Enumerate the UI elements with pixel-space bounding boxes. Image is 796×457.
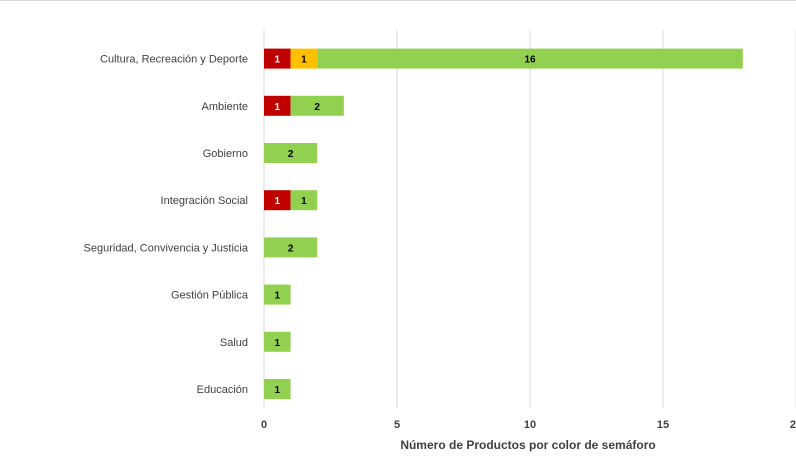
- bar-segment: [264, 190, 291, 211]
- bar-segment: [317, 48, 743, 69]
- data-label: 1: [275, 102, 281, 113]
- category-label: Gestión Pública: [171, 290, 249, 302]
- bar-segment: [290, 190, 318, 211]
- x-tick-label: 10: [524, 419, 536, 431]
- bar-segment: [264, 48, 291, 69]
- data-label: 1: [275, 338, 281, 349]
- data-label: 16: [524, 55, 536, 66]
- x-tick-label: 0: [261, 419, 267, 431]
- category-label: Ambiente: [202, 101, 248, 113]
- data-label: 2: [288, 243, 294, 254]
- bar-segment: [264, 331, 291, 352]
- gridlines: [263, 30, 796, 408]
- x-axis-title: Número de Productos por color de semáfor…: [400, 438, 655, 452]
- data-label: 1: [301, 196, 307, 207]
- data-label: 1: [275, 291, 281, 302]
- x-tick-label: 15: [657, 419, 669, 431]
- category-label: Cultura, Recreación y Deporte: [100, 54, 248, 66]
- bar-segment: [264, 95, 291, 116]
- category-label: Educación: [197, 384, 248, 396]
- bar-segment: [264, 284, 291, 305]
- data-label: 2: [314, 102, 320, 113]
- data-label: 1: [275, 55, 281, 66]
- labels: 0 5 10 15 20 Cultura, Recreación y Deporte Amb…: [84, 54, 796, 431]
- bar-segment: [264, 237, 318, 258]
- category-label: Integración Social: [161, 195, 248, 207]
- bar-segment: [264, 143, 318, 163]
- data-label: 1: [275, 385, 281, 396]
- category-label: Seguridad, Convivencia y Justicia: [84, 242, 249, 254]
- data-label: 1: [275, 196, 281, 207]
- bar-segment: [290, 48, 318, 69]
- data-label: 1: [301, 55, 307, 66]
- x-tick-label: 20: [790, 419, 796, 431]
- bar-segment: [290, 95, 344, 116]
- data-label: 2: [288, 149, 294, 160]
- bars: [264, 48, 743, 399]
- bar-segment: [264, 379, 291, 399]
- x-tick-label: 5: [394, 419, 400, 431]
- category-label: Gobierno: [203, 148, 248, 160]
- category-label: Salud: [220, 337, 248, 349]
